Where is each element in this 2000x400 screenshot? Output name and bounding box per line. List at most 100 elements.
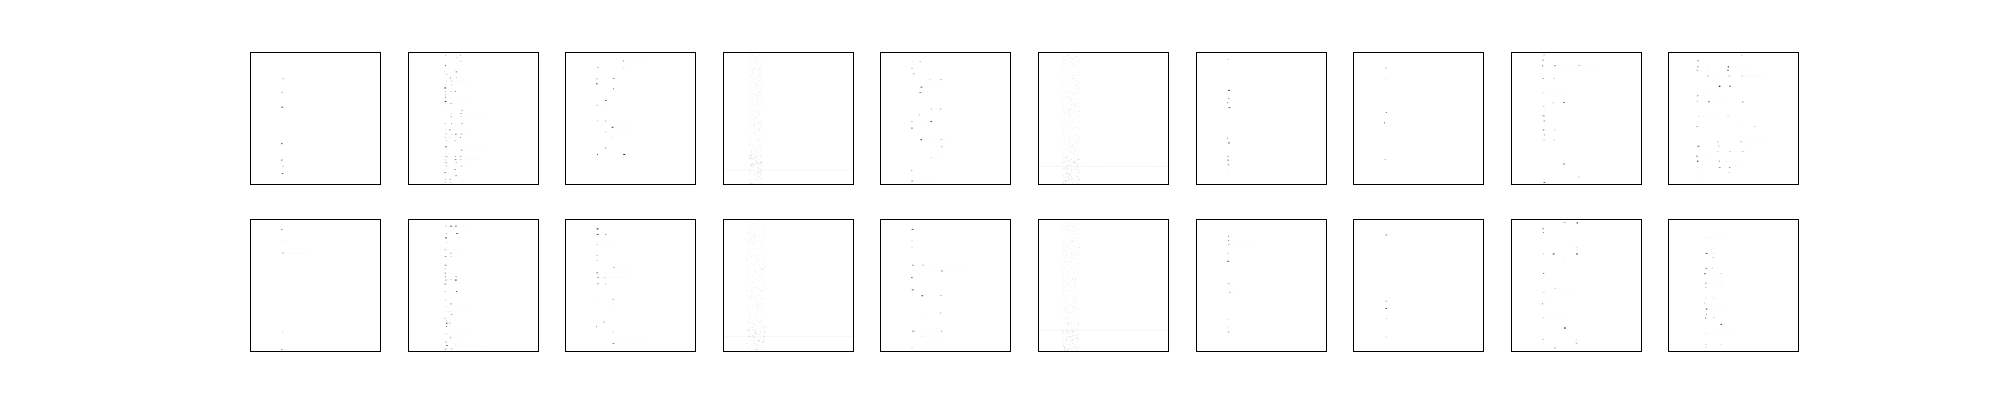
heatmap-smear-mark (759, 171, 761, 173)
heatmap-smear-mark (749, 183, 751, 184)
heatmap-smear-mark (764, 327, 766, 328)
heatmap-smear-mark (1065, 301, 1066, 302)
heatmap-smear-mark (752, 158, 753, 160)
heatmap-panel-r1-c1 (250, 52, 381, 185)
heatmap-svg-r1-c3 (596, 60, 650, 156)
heatmap-smear-mark (1064, 308, 1066, 310)
heatmap-smear-mark (1069, 240, 1071, 241)
heatmap-smear-mark (1063, 122, 1065, 124)
heatmap-dot-mark (1729, 151, 1732, 152)
heatmap-dot-mark (1385, 67, 1388, 69)
heatmap-smear-mark (749, 291, 751, 292)
heatmap-smear-mark (1063, 112, 1065, 114)
heatmap-dot-mark (455, 71, 457, 73)
heatmap-dot-mark (1542, 272, 1544, 274)
heatmap-smear-mark (757, 170, 759, 172)
heatmap-dot-mark (444, 276, 446, 278)
heatmap-dot-mark (282, 252, 284, 254)
heatmap-smear-mark (753, 277, 755, 279)
heatmap-smear-mark (747, 274, 749, 276)
heatmap-svg-r1-c9 (1524, 53, 1641, 183)
heatmap-smear-mark (1075, 85, 1077, 87)
heatmap-smear-mark (1075, 126, 1076, 128)
heatmap-dot-mark (450, 123, 452, 125)
heatmap-dot-mark (281, 106, 284, 108)
heatmap-dot-mark (1226, 260, 1229, 262)
heatmap-dot-mark (444, 268, 445, 270)
heatmap-dot-mark (911, 127, 914, 129)
heatmap-smear-mark (750, 154, 751, 155)
heatmap-smear-mark (761, 120, 763, 122)
heatmap-dot-mark (941, 146, 943, 148)
heatmap-dot-mark (1740, 141, 1742, 143)
heatmap-dot-mark (1578, 176, 1580, 178)
heatmap-smear-mark (760, 161, 761, 163)
heatmap-dot-mark (1728, 66, 1730, 68)
heatmap-dot-mark (1696, 126, 1699, 127)
heatmap-dot-mark (1742, 101, 1744, 103)
heatmap-dot-mark (1543, 139, 1545, 141)
heatmap-smear-mark (1070, 238, 1072, 239)
heatmap-smear-mark (1076, 80, 1077, 81)
heatmap-dot-mark (444, 100, 447, 102)
heatmap-dot-mark (1719, 160, 1720, 162)
heatmap-dot-mark (931, 108, 933, 110)
heatmap-smear-mark (1073, 297, 1074, 298)
heatmap-dot-mark (445, 156, 447, 157)
heatmap-smear-mark (758, 247, 759, 249)
heatmap-dot-mark (450, 113, 452, 115)
heatmap-dot-mark (444, 182, 446, 183)
heatmap-dot-mark (1542, 77, 1544, 80)
heatmap-smear-mark (749, 298, 750, 300)
heatmap-smear-mark (746, 294, 747, 296)
heatmap-dot-mark (605, 147, 607, 149)
heatmap-svg-r1-c6 (1039, 53, 1168, 184)
heatmap-smear-mark (1072, 144, 1074, 145)
heatmap-smear-mark (1067, 55, 1069, 56)
heatmap-dot-mark (1705, 287, 1707, 288)
heatmap-dot-mark (443, 87, 446, 89)
heatmap-smear-mark (1064, 121, 1066, 123)
heatmap-smear-mark (758, 341, 760, 342)
heatmap-dot-mark (444, 64, 446, 67)
heatmap-dot-mark (1727, 69, 1730, 71)
heatmap-dot-mark (1742, 151, 1745, 152)
heatmap-dot-mark (1542, 339, 1544, 340)
heatmap-dot-mark (444, 299, 446, 301)
heatmap-smear-mark (1077, 141, 1078, 142)
heatmap-dot-mark (460, 149, 462, 151)
heatmap-dot-mark (1227, 331, 1229, 333)
heatmap-dot-mark (1385, 112, 1388, 113)
heatmap-smear-mark (1062, 332, 1064, 333)
heatmap-smear-mark (1079, 171, 1080, 173)
heatmap-dot-mark (1712, 267, 1714, 269)
heatmap-dot-mark (449, 225, 452, 227)
heatmap-dot-mark (1575, 253, 1578, 255)
heatmap-smear-mark (748, 322, 749, 324)
heatmap-panel-r1-c4 (722, 52, 854, 185)
heatmap-smear-mark (1079, 110, 1080, 112)
heatmap-smear-mark (759, 68, 760, 69)
heatmap-smear-mark (746, 259, 748, 261)
heatmap-dot-mark (450, 84, 452, 86)
heatmap-smear-mark (753, 234, 755, 235)
heatmap-panel-r1-c6 (1038, 52, 1169, 185)
heatmap-smear-mark (1074, 268, 1075, 270)
heatmap-dot-mark (1708, 101, 1711, 103)
heatmap-dot-mark (1541, 92, 1543, 94)
heatmap-dot-mark (1718, 145, 1720, 147)
heatmap-dot-mark (1553, 77, 1555, 79)
heatmap-smear-mark (1073, 78, 1074, 79)
heatmap-smear-mark (760, 141, 761, 142)
heatmap-dot-mark (449, 337, 451, 339)
heatmap-smear-mark (1070, 98, 1072, 99)
heatmap-dot-mark (1542, 317, 1544, 319)
heatmap-smear-mark (761, 97, 763, 98)
heatmap-dot-mark (1385, 300, 1388, 302)
heatmap-smear-mark (1068, 336, 1070, 338)
heatmap-dot-mark (940, 108, 942, 110)
heatmap-dot-mark (1226, 159, 1229, 161)
heatmap-smear-mark (1078, 247, 1079, 248)
heatmap-dot-mark (1227, 327, 1229, 329)
